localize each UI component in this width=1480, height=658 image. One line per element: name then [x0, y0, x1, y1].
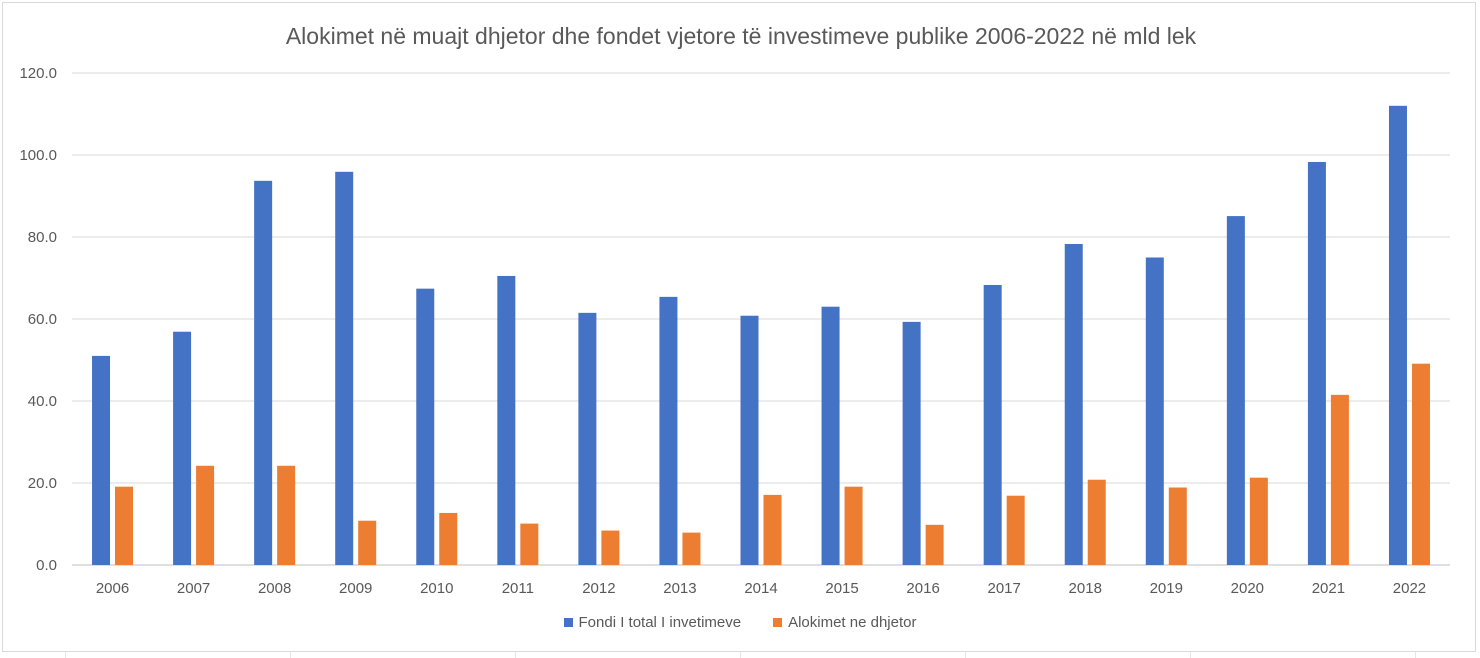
x-tick-label: 2017: [987, 580, 1020, 597]
x-tick-label: 2013: [663, 580, 696, 597]
bar-alokimet-2009[interactable]: [358, 520, 377, 565]
bar-fondi-2022[interactable]: [1388, 105, 1407, 566]
bar-alokimet-2021[interactable]: [1330, 394, 1349, 565]
bar-alokimet-2015[interactable]: [844, 486, 863, 565]
y-tick-label: 40.0: [28, 393, 57, 410]
x-tick-label: 2012: [582, 580, 615, 597]
sheet-gridline: [1190, 652, 1191, 658]
x-tick-label: 2014: [744, 580, 777, 597]
sheet-gridline: [290, 652, 291, 658]
legend-item-fondi: Fondi I total I invetimeve: [563, 614, 742, 631]
bar-fondi-2008[interactable]: [254, 180, 273, 565]
bar-alokimet-2016[interactable]: [925, 524, 944, 565]
x-tick-label: 2011: [502, 580, 534, 597]
bar-alokimet-2010[interactable]: [439, 512, 458, 565]
legend-item-alokimet: Alokimet ne dhjetor: [773, 614, 916, 631]
legend-label-alokimet: Alokimet ne dhjetor: [788, 614, 917, 631]
sheet-gridline: [515, 652, 516, 658]
x-tick-label: 2007: [177, 580, 210, 597]
bar-fondi-2020[interactable]: [1226, 216, 1245, 565]
bar-alokimet-2007[interactable]: [196, 465, 215, 565]
bar-alokimet-2019[interactable]: [1168, 487, 1187, 565]
legend-label-fondi: Fondi I total I invetimeve: [578, 614, 742, 631]
bar-alokimet-2018[interactable]: [1087, 479, 1106, 565]
y-tick-label: 80.0: [28, 229, 57, 246]
bar-alokimet-2006[interactable]: [115, 486, 134, 565]
bar-alokimet-2022[interactable]: [1411, 363, 1430, 565]
bar-alokimet-2020[interactable]: [1249, 477, 1268, 565]
bar-alokimet-2012[interactable]: [601, 530, 620, 565]
bar-alokimet-2014[interactable]: [763, 494, 782, 565]
x-tick-label: 2006: [96, 580, 129, 597]
sheet-gridline: [740, 652, 741, 658]
y-tick-label: 0.0: [36, 557, 57, 574]
bar-fondi-2009[interactable]: [335, 171, 354, 565]
chart-title: Alokimet në muajt dhjetor dhe fondet vje…: [285, 23, 1197, 49]
x-tick-label: 2019: [1150, 580, 1183, 597]
legend-swatch-fondi: [563, 618, 573, 627]
sheet-gridline: [1415, 652, 1416, 658]
y-tick-label: 100.0: [19, 147, 57, 164]
bar-fondi-2016[interactable]: [902, 321, 921, 565]
bar-fondi-2021[interactable]: [1307, 161, 1326, 565]
bar-fondi-2017[interactable]: [983, 284, 1002, 565]
bar-alokimet-2017[interactable]: [1006, 495, 1025, 565]
bar-fondi-2015[interactable]: [821, 306, 840, 565]
y-tick-label: 120.0: [19, 65, 57, 82]
chart-legend: Fondi I total I invetimeve Alokimet ne d…: [0, 614, 1480, 631]
bar-fondi-2014[interactable]: [740, 315, 759, 565]
x-tick-label: 2018: [1069, 580, 1102, 597]
x-tick-label: 2020: [1231, 580, 1264, 597]
y-tick-label: 60.0: [28, 311, 57, 328]
x-tick-label: 2009: [339, 580, 372, 597]
bar-fondi-2013[interactable]: [659, 296, 678, 565]
sheet-gridline: [65, 652, 66, 658]
x-tick-label: 2016: [906, 580, 939, 597]
bar-fondi-2007[interactable]: [173, 331, 192, 565]
y-tick-label: 20.0: [28, 475, 57, 492]
x-tick-label: 2010: [420, 580, 453, 597]
x-tick-label: 2008: [258, 580, 291, 597]
bar-fondi-2006[interactable]: [92, 355, 111, 565]
bar-fondi-2018[interactable]: [1064, 243, 1083, 565]
bar-alokimet-2013[interactable]: [682, 532, 701, 565]
sheet-gridline: [965, 652, 966, 658]
bar-alokimet-2008[interactable]: [277, 465, 296, 565]
bar-alokimet-2011[interactable]: [520, 523, 539, 565]
bar-fondi-2010[interactable]: [416, 288, 435, 565]
x-tick-label: 2015: [825, 580, 858, 597]
x-tick-label: 2021: [1312, 580, 1345, 597]
bar-fondi-2011[interactable]: [497, 275, 516, 565]
x-tick-label: 2022: [1393, 580, 1426, 597]
bar-fondi-2012[interactable]: [578, 312, 597, 565]
bar-fondi-2019[interactable]: [1145, 257, 1164, 566]
legend-swatch-alokimet: [773, 618, 783, 627]
